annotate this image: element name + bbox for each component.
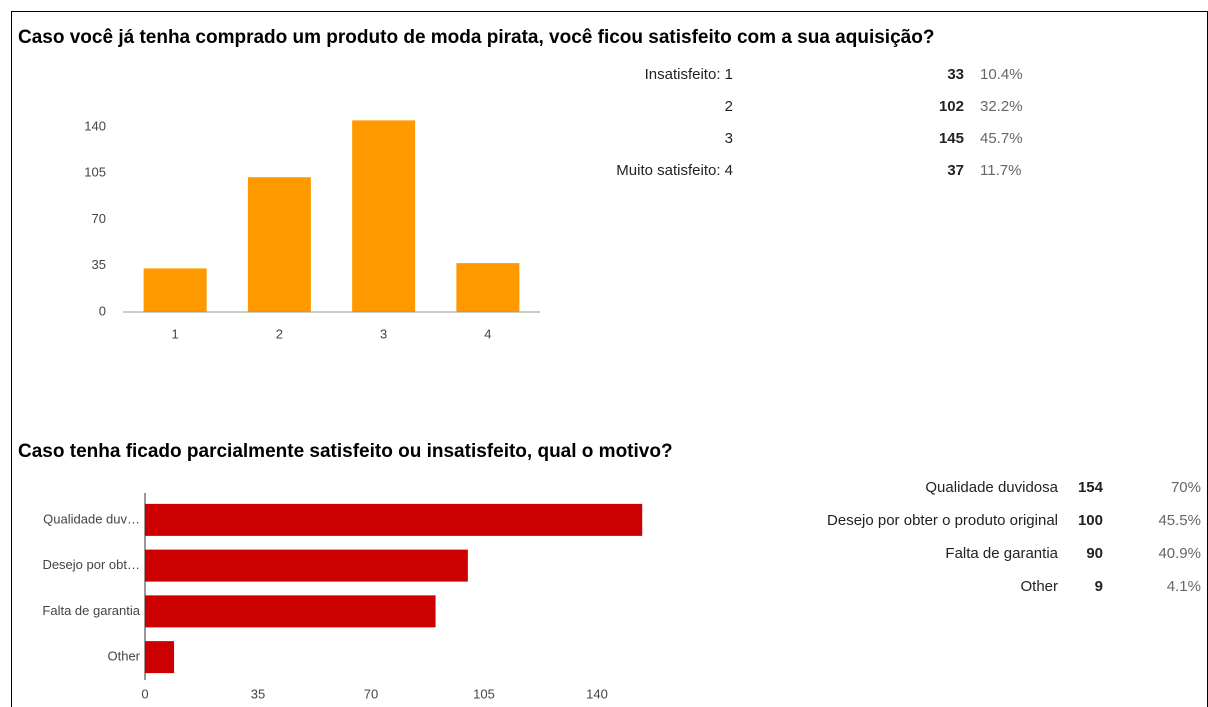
table-count: 37 (947, 162, 964, 179)
table-count: 145 (939, 130, 964, 147)
bar (352, 120, 416, 313)
table-count: 102 (939, 98, 964, 115)
chart-title: Caso você já tenha comprado um produto d… (18, 27, 934, 48)
x-tick-label: 35 (251, 686, 265, 701)
table-label: Other (1020, 578, 1058, 595)
table-percent: 45.5% (1158, 512, 1201, 529)
table-count: 33 (947, 66, 964, 83)
y-tick-label: Other (107, 649, 140, 664)
table-label: Muito satisfeito: 4 (616, 162, 733, 179)
table-percent: 32.2% (980, 98, 1023, 115)
table-label: Insatisfeito: 1 (645, 66, 733, 83)
y-tick-label: 140 (84, 118, 106, 133)
bar (145, 503, 643, 536)
y-tick-label: Desejo por obt… (42, 557, 140, 572)
bar (145, 641, 175, 674)
x-tick-label: 140 (586, 686, 608, 701)
table-label: 3 (725, 130, 733, 147)
x-tick-label: 70 (364, 686, 378, 701)
table-percent: 45.7% (980, 130, 1023, 147)
x-tick-label: 3 (380, 326, 387, 341)
table-label: Qualidade duvidosa (925, 479, 1058, 496)
table-percent: 11.7% (980, 162, 1021, 179)
x-tick-label: 1 (172, 326, 179, 341)
table-count: 154 (1078, 479, 1104, 496)
table-count: 9 (1095, 578, 1103, 595)
bar (456, 263, 520, 312)
bar (143, 268, 207, 312)
bar (145, 549, 468, 582)
x-tick-label: 4 (484, 326, 491, 341)
y-tick-label: 0 (99, 303, 106, 318)
y-tick-label: Falta de garantia (42, 603, 140, 618)
table-count: 100 (1078, 512, 1103, 529)
x-tick-label: 105 (473, 686, 495, 701)
chart-title: Caso tenha ficado parcialmente satisfeit… (18, 441, 673, 462)
table-percent: 10.4% (980, 66, 1023, 83)
table-percent: 40.9% (1158, 545, 1201, 562)
bar (145, 595, 436, 628)
y-tick-label: 105 (84, 165, 106, 180)
y-tick-label: 70 (92, 211, 106, 226)
y-tick-label: 35 (92, 257, 106, 272)
table-label: Falta de garantia (945, 545, 1058, 562)
table-label: 2 (725, 98, 733, 115)
bar (247, 177, 311, 312)
y-tick-label: Qualidade duv… (43, 511, 140, 526)
table-count: 90 (1086, 545, 1103, 562)
x-tick-label: 2 (276, 326, 283, 341)
table-percent: 70% (1171, 479, 1201, 496)
x-tick-label: 0 (141, 686, 148, 701)
table-label: Desejo por obter o produto original (827, 512, 1058, 529)
table-percent: 4.1% (1167, 578, 1201, 595)
